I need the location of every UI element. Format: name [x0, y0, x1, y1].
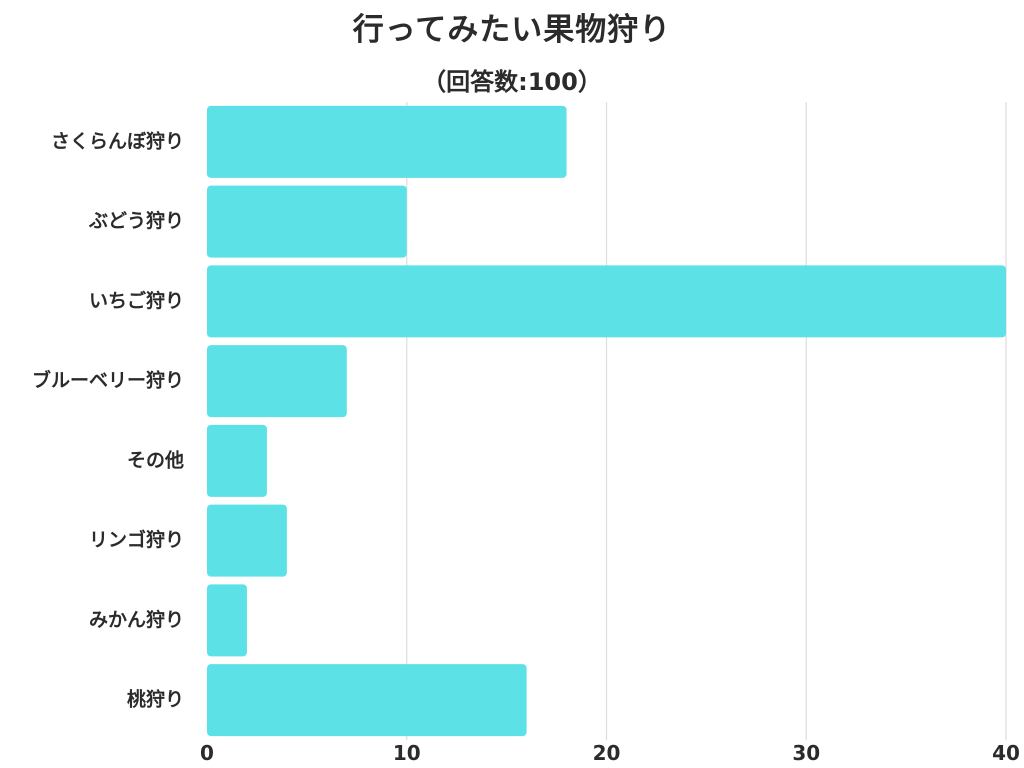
bar	[207, 345, 347, 418]
category-label: 桃狩り	[127, 688, 184, 711]
bar	[207, 584, 247, 657]
x-tick-label: 40	[992, 741, 1020, 765]
category-labels: さくらんぼ狩りぶどう狩りいちご狩りブルーベリー狩りその他リンゴ狩りみかん狩り桃狩…	[32, 129, 184, 710]
category-label: リンゴ狩り	[89, 528, 184, 551]
bar	[207, 424, 267, 497]
bar	[207, 185, 407, 258]
bar	[207, 664, 527, 737]
category-label: さくらんぼ狩り	[51, 129, 184, 152]
bars	[207, 105, 1006, 737]
category-label: ぶどう狩り	[88, 209, 184, 232]
grid-lines	[406, 102, 1007, 740]
bar	[207, 265, 1006, 338]
category-label: その他	[127, 448, 184, 471]
category-label: いちご狩り	[89, 289, 184, 312]
chart-title: 行ってみたい果物狩り	[352, 12, 672, 48]
x-tick-label: 30	[792, 741, 820, 765]
bar	[207, 504, 287, 577]
x-tick-label: 10	[393, 741, 421, 765]
x-tick-label: 20	[593, 741, 621, 765]
category-label: みかん狩り	[89, 608, 184, 631]
x-tick-label: 0	[200, 741, 214, 765]
bar	[207, 105, 567, 178]
x-tick-labels: 0 10 20 30 40	[200, 741, 1020, 765]
category-label: ブルーベリー狩り	[32, 369, 184, 392]
chart-subtitle: （回答数:100）	[422, 68, 602, 96]
